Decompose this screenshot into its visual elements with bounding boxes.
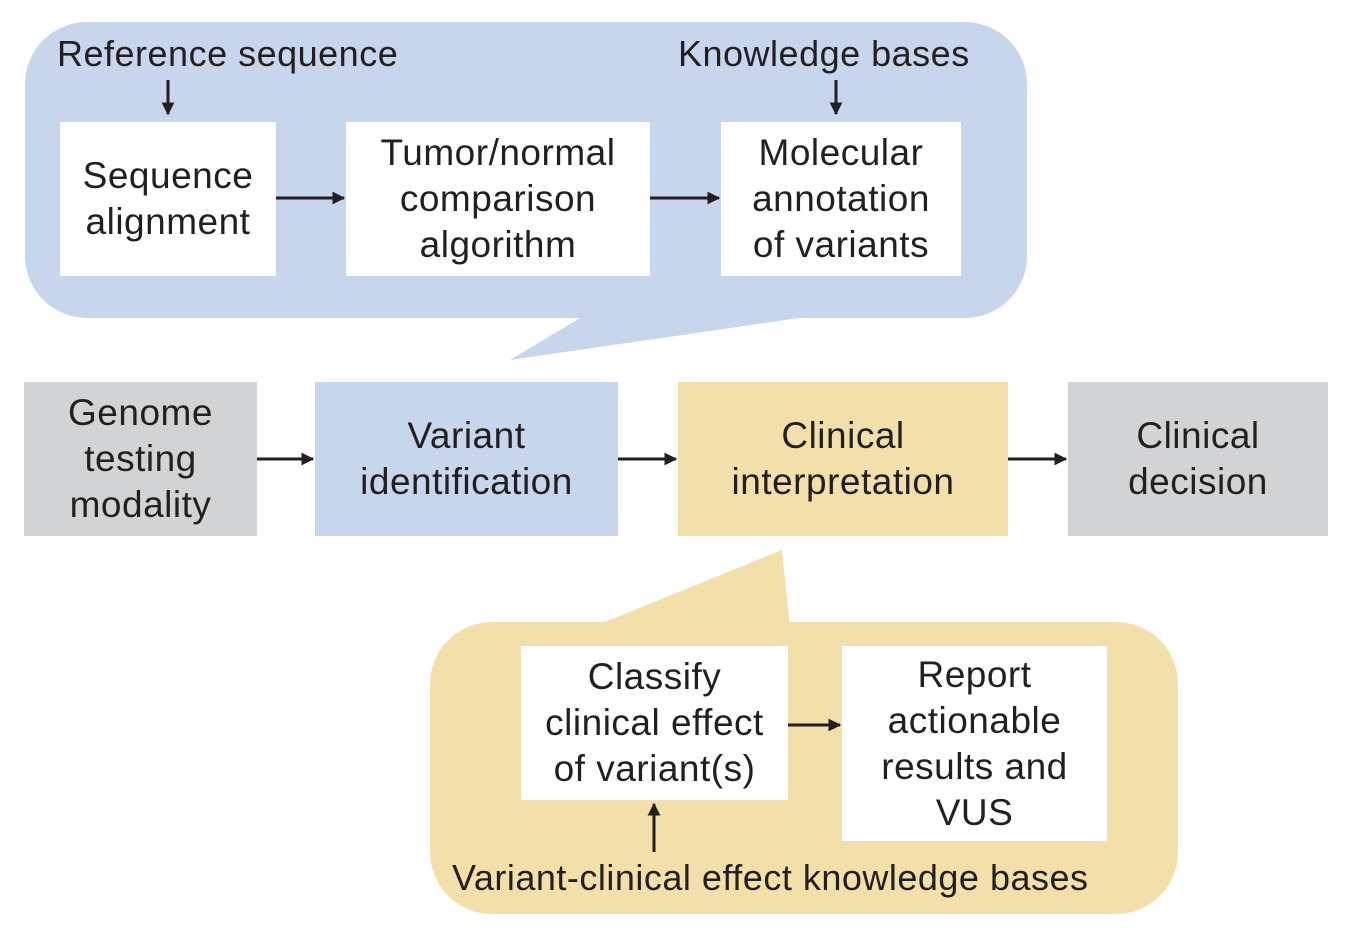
sequence-alignment-box: Sequence alignment [60,122,276,276]
classify-clinical-effect-box: Classify clinical effect of variant(s) [521,646,788,800]
knowledge-bases-label: Knowledge bases [678,33,970,74]
tumor-normal-comparison-box: Tumor/normal comparison algorithm [346,122,650,276]
molecular-annotation-box: Molecular annotation of variants [721,122,961,276]
genome-testing-modality-box: Genome testing modality [24,382,257,536]
variant-identification-box: Variant identification [315,382,618,536]
report-actionable-results-box: Report actionable results and VUS [842,646,1107,841]
clinical-interpretation-box: Clinical interpretation [678,382,1008,536]
clinical-decision-box: Clinical decision [1068,382,1328,536]
variant-clinical-effect-knowledge-bases-label: Variant-clinical effect knowledge bases [452,857,1089,898]
reference-sequence-label: Reference sequence [57,33,399,74]
